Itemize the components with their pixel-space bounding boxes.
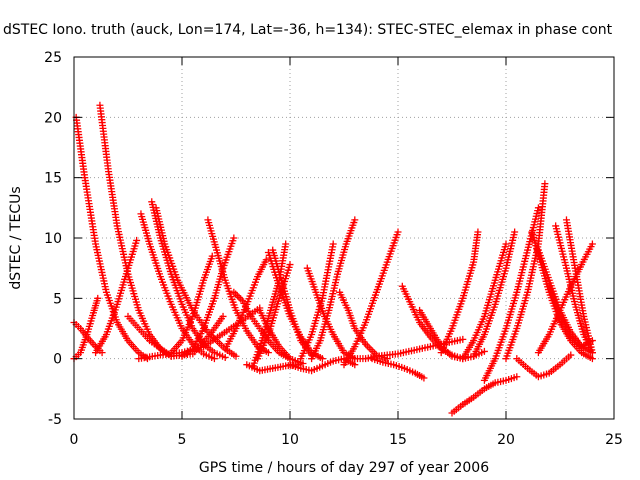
data-point-marker [588, 355, 596, 363]
data-series [513, 351, 575, 381]
data-series [480, 204, 542, 384]
y-tick-label: 25 [44, 50, 62, 66]
y-tick-label: -5 [48, 412, 62, 428]
data-point-marker [567, 351, 575, 359]
data-point-marker [502, 240, 510, 248]
data-point-marker [262, 256, 270, 264]
data-point-marker [286, 261, 294, 269]
data-point-marker [588, 349, 596, 357]
data-series [92, 236, 141, 357]
x-tick-label: 15 [389, 432, 407, 448]
data-point-marker [351, 361, 359, 369]
x-tick-label: 10 [281, 432, 299, 448]
data-point-marker [513, 373, 521, 381]
data-point-marker [511, 228, 519, 236]
x-tick-label: 0 [70, 432, 79, 448]
x-tick-label: 25 [605, 432, 623, 448]
x-tick-label: 20 [497, 432, 515, 448]
data-point-marker [588, 240, 596, 248]
data-point-marker [219, 312, 227, 320]
data-point-marker [329, 240, 337, 248]
data-point-marker [221, 353, 229, 361]
y-tick-label: 0 [53, 352, 62, 368]
y-tick-label: 20 [44, 110, 62, 126]
data-series [448, 373, 521, 417]
data-points [70, 101, 596, 417]
data-point-marker [534, 204, 542, 212]
x-axis-label: GPS time / hours of day 297 of year 2006 [199, 460, 489, 476]
data-series [470, 228, 519, 360]
y-axis-label: dSTEC / TECUs [8, 186, 24, 289]
data-point-marker [230, 234, 238, 242]
data-series [269, 246, 316, 359]
data-point-marker [94, 294, 102, 302]
data-point-marker [420, 374, 428, 382]
data-point-marker [351, 216, 359, 224]
data-series [167, 252, 216, 357]
data-series [368, 355, 428, 382]
data-point-marker [264, 349, 272, 357]
data-series [72, 113, 151, 363]
data-point-marker [210, 355, 218, 363]
data-series [502, 180, 549, 363]
data-series [137, 210, 218, 363]
data-point-marker [208, 252, 216, 260]
data-series [148, 198, 229, 361]
data-point-marker [232, 352, 240, 360]
data-point-marker [98, 349, 106, 357]
y-tick-label: 10 [44, 231, 62, 247]
axis-ticks: 0 5 10 15 20 25 -5 0 5 10 15 20 25 [44, 50, 623, 448]
data-series [286, 355, 359, 375]
data-point-marker [237, 295, 245, 303]
data-series [437, 228, 482, 357]
data-series [534, 240, 596, 357]
data-series [459, 240, 510, 363]
data-point-marker [459, 335, 467, 343]
data-point-marker [588, 337, 596, 345]
x-tick-label: 5 [178, 432, 187, 448]
data-series [70, 294, 102, 363]
chart-title: dSTEC Iono. truth (auck, Lon=174, Lat=-3… [3, 22, 613, 38]
data-point-marker [480, 347, 488, 355]
y-tick-label: 5 [53, 291, 62, 307]
data-point-marker [541, 180, 549, 188]
y-tick-label: 15 [44, 171, 62, 187]
data-series [545, 282, 596, 351]
data-point-marker [318, 355, 326, 363]
data-point-marker [235, 293, 243, 301]
data-series [96, 101, 175, 360]
data-point-marker [282, 240, 290, 248]
data-point-marker [133, 236, 141, 244]
data-series [340, 228, 402, 369]
data-series [221, 256, 270, 353]
data-point-marker [394, 228, 402, 236]
data-point-marker [474, 228, 482, 236]
